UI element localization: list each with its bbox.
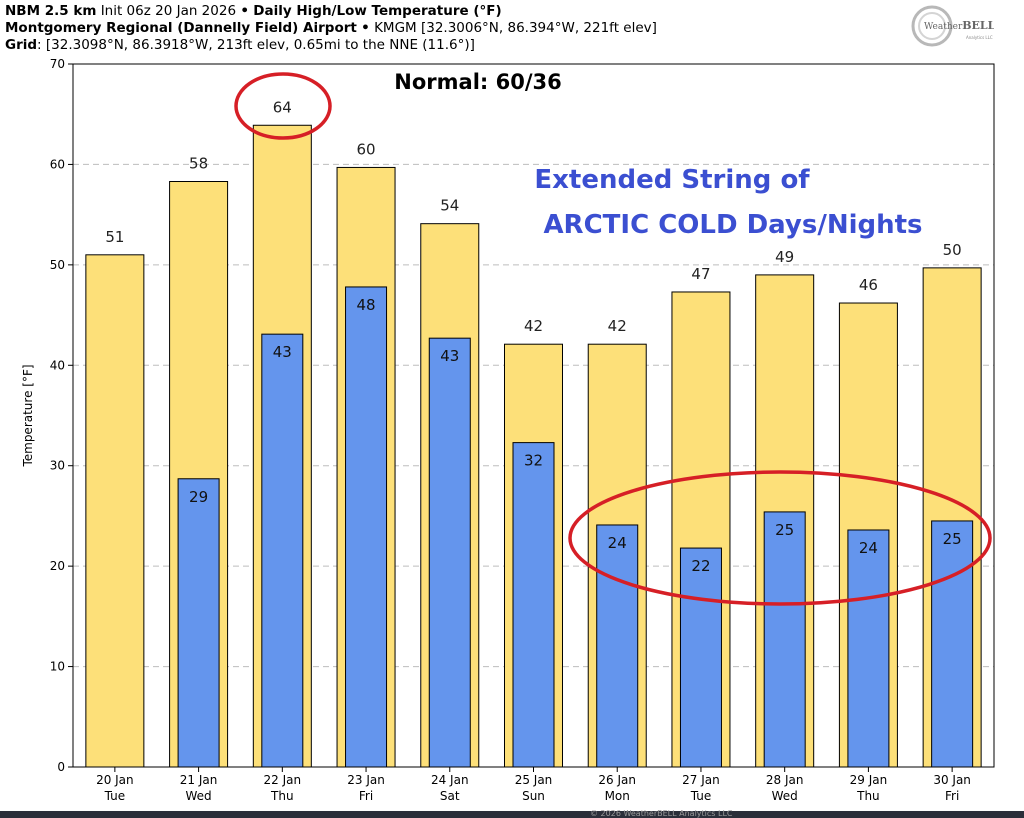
grid-label: Grid xyxy=(5,37,38,53)
low-bar xyxy=(177,478,220,768)
low-value-label: 48 xyxy=(356,296,375,314)
low-bar xyxy=(847,529,890,768)
normal-annotation: Normal: 60/36 xyxy=(394,70,561,94)
high-value-label: 58 xyxy=(189,155,208,173)
high-bar xyxy=(85,254,145,768)
x-tick-day: Thu xyxy=(270,789,294,803)
station-name: Montgomery Regional (Dannelly Field) Air… xyxy=(5,20,357,36)
high-value-label: 54 xyxy=(440,197,459,215)
separator-2: • xyxy=(361,20,370,36)
low-bar xyxy=(345,286,388,768)
high-value-label: 60 xyxy=(356,140,375,158)
header-line-1: NBM 2.5 km Init 06z 20 Jan 2026 • Daily … xyxy=(5,3,502,20)
y-axis: 0 10 20 30 40 50 60 70 xyxy=(50,57,73,774)
high-value-label: 51 xyxy=(105,228,124,246)
header-line-2: Montgomery Regional (Dannelly Field) Air… xyxy=(5,20,657,37)
low-bar xyxy=(931,520,974,768)
x-tick-date: 28 Jan xyxy=(766,773,804,787)
low-value-label: 24 xyxy=(859,539,878,557)
low-bar xyxy=(763,511,806,768)
low-value-label: 25 xyxy=(775,521,794,539)
x-tick-date: 23 Jan xyxy=(347,773,385,787)
x-tick-day: Wed xyxy=(772,789,798,803)
init-time: Init 06z 20 Jan 2026 xyxy=(100,3,237,19)
footer-copyright: © 2026 WeatherBELL Analytics LLC xyxy=(590,809,733,818)
y-tick-label: 70 xyxy=(50,57,65,71)
low-bar xyxy=(596,524,639,768)
low-value-label: 43 xyxy=(273,343,292,361)
low-value-label: 32 xyxy=(524,452,543,470)
x-tick-day: Tue xyxy=(104,789,126,803)
x-tick-date: 27 Jan xyxy=(682,773,720,787)
x-axis: 20 Jan Tue 21 Jan Wed 22 Jan Thu 23 Jan Fri 24 J… xyxy=(96,767,971,803)
y-tick-label: 20 xyxy=(50,559,65,573)
chart-title: Daily High/Low Temperature (°F) xyxy=(253,3,502,19)
grid-info: : [32.3098°N, 86.3918°W, 213ft elev, 0.6… xyxy=(37,37,475,53)
x-tick-day: Tue xyxy=(690,789,712,803)
svg-text:WeatherBELL: WeatherBELL xyxy=(924,19,994,32)
y-tick-label: 50 xyxy=(50,258,65,272)
x-tick-date: 25 Jan xyxy=(515,773,553,787)
x-tick-day: Thu xyxy=(856,789,880,803)
logo-text-b: BELL xyxy=(962,19,994,32)
y-axis-label: Temperature [°F] xyxy=(21,364,35,467)
low-bar xyxy=(428,337,471,768)
x-tick-date: 20 Jan xyxy=(96,773,134,787)
low-value-label: 43 xyxy=(440,347,459,365)
x-tick-day: Wed xyxy=(186,789,212,803)
x-tick-day: Mon xyxy=(605,789,630,803)
x-tick-day: Fri xyxy=(359,789,373,803)
high-value-label: 42 xyxy=(608,317,627,335)
low-temperature-series: 29 43 48 43 32 24 22 25 24 25 xyxy=(177,286,974,768)
y-tick-label: 30 xyxy=(50,459,65,473)
header-line-3: Grid: [32.3098°N, 86.3918°W, 213ft elev,… xyxy=(5,37,475,54)
separator-1: • xyxy=(240,3,249,19)
x-tick-date: 22 Jan xyxy=(264,773,302,787)
low-bar xyxy=(512,442,555,768)
x-tick-date: 21 Jan xyxy=(180,773,218,787)
x-tick-date: 24 Jan xyxy=(431,773,469,787)
y-tick-label: 60 xyxy=(50,157,65,171)
logo-text-a: Weather xyxy=(924,22,963,32)
highlight-circle-high xyxy=(234,72,332,140)
station-info: KMGM [32.3006°N, 86.394°W, 221ft elev] xyxy=(374,20,657,36)
low-value-label: 24 xyxy=(608,534,627,552)
low-value-label: 22 xyxy=(691,557,710,575)
low-bar xyxy=(679,547,722,768)
low-bar xyxy=(261,333,304,768)
x-tick-day: Sat xyxy=(440,789,460,803)
y-tick-label: 0 xyxy=(57,760,65,774)
x-tick-day: Sun xyxy=(522,789,545,803)
y-tick-label: 10 xyxy=(50,660,65,674)
low-value-label: 25 xyxy=(943,530,962,548)
footer-bar xyxy=(0,811,1024,818)
headline-line-2: ARCTIC COLD Days/Nights xyxy=(543,210,922,240)
weatherbell-logo: WeatherBELL Analytics LLC xyxy=(911,5,994,47)
logo-subtext: Analytics LLC xyxy=(966,35,993,40)
model-name: NBM 2.5 km xyxy=(5,3,97,19)
y-tick-label: 40 xyxy=(50,358,65,372)
high-value-label: 64 xyxy=(273,98,292,116)
high-value-label: 47 xyxy=(691,265,710,283)
highlight-circle-lows xyxy=(568,470,992,606)
low-value-label: 29 xyxy=(189,488,208,506)
high-value-label: 50 xyxy=(943,241,962,259)
high-value-label: 42 xyxy=(524,317,543,335)
x-tick-date: 26 Jan xyxy=(598,773,636,787)
x-tick-date: 29 Jan xyxy=(850,773,888,787)
high-value-label: 49 xyxy=(775,248,794,266)
x-tick-date: 30 Jan xyxy=(933,773,971,787)
high-value-label: 46 xyxy=(859,276,878,294)
headline-line-1: Extended String of xyxy=(534,165,810,195)
x-tick-day: Fri xyxy=(945,789,959,803)
